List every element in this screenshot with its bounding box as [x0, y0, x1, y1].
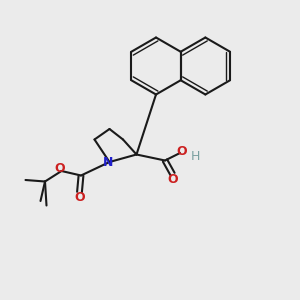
Text: O: O: [55, 162, 65, 175]
Text: O: O: [176, 145, 187, 158]
Text: O: O: [74, 191, 85, 204]
Text: N: N: [103, 155, 113, 169]
Text: O: O: [167, 173, 178, 186]
Text: H: H: [190, 149, 200, 163]
